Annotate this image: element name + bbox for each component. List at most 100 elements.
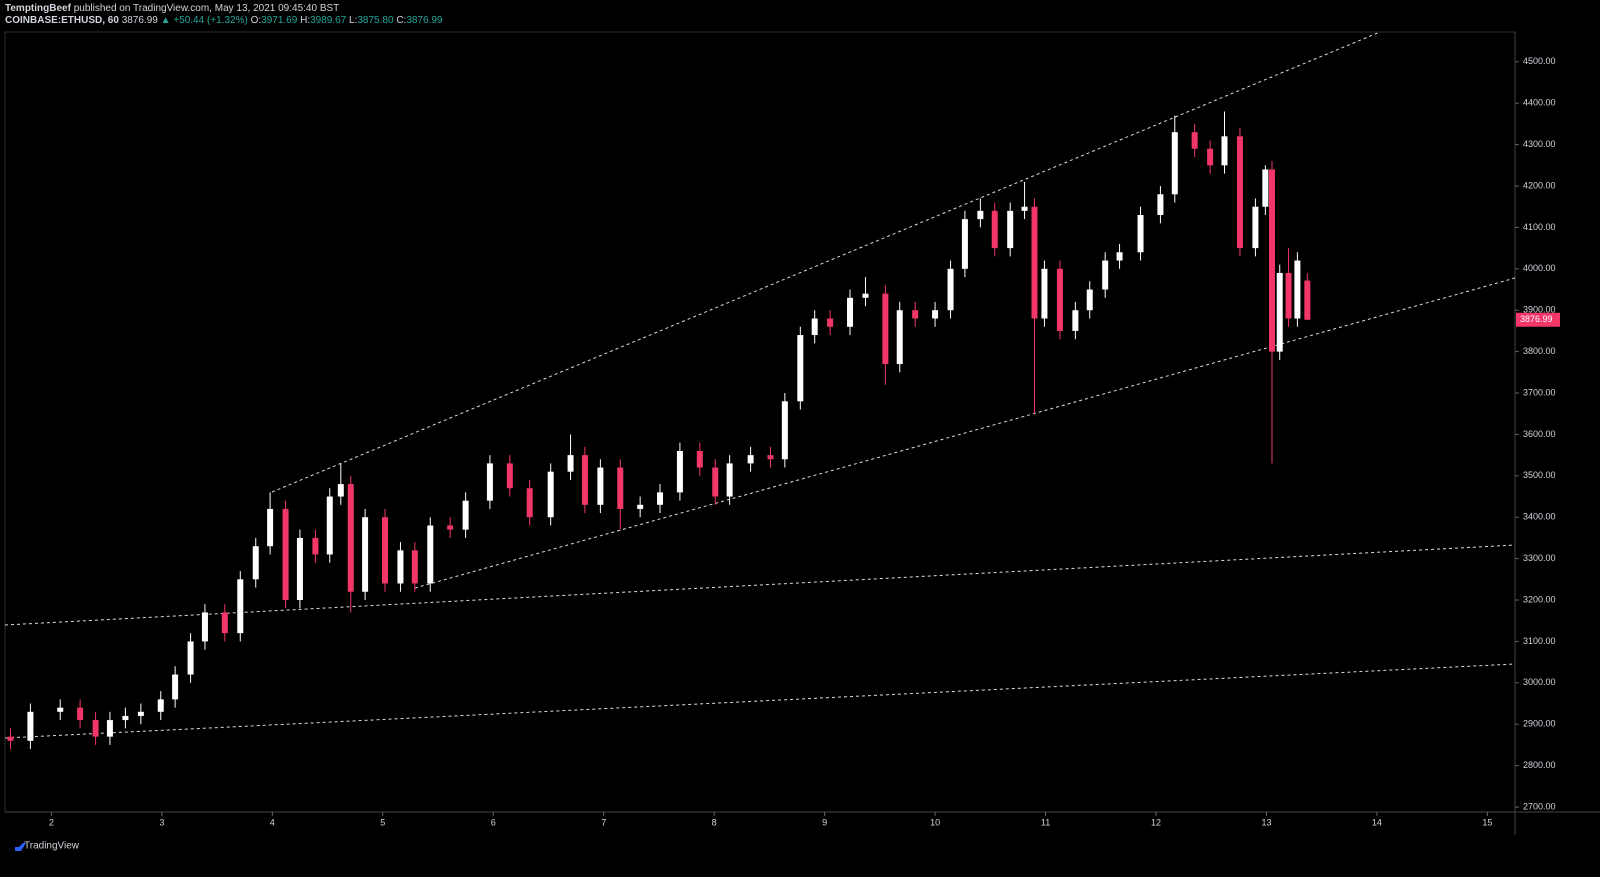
candle-body <box>1268 169 1275 352</box>
o-label: O: <box>250 15 262 26</box>
candle-body <box>326 496 333 555</box>
candle-body <box>567 455 574 472</box>
candle-body <box>157 699 164 712</box>
candle-body <box>447 525 454 530</box>
y-tick-label: 3300.00 <box>1523 553 1556 563</box>
candle-body <box>947 268 954 311</box>
candle-body <box>882 293 889 365</box>
candle-body <box>747 455 754 464</box>
published: published on TradingView.com, May 13, 20… <box>73 3 340 14</box>
candle-body <box>312 537 319 555</box>
candle-body <box>1252 206 1259 249</box>
candle-body <box>1221 136 1228 166</box>
x-tick-label: 5 <box>380 817 385 827</box>
candle-body <box>781 401 788 460</box>
price: 3876.99 <box>121 15 158 26</box>
y-tick-label: 3100.00 <box>1523 636 1556 646</box>
candle-body <box>1041 268 1048 319</box>
candle-body <box>1116 252 1123 261</box>
h: 3989.67 <box>310 15 347 26</box>
last-price-tag <box>1516 312 1560 327</box>
candle-body <box>137 711 144 716</box>
x-tick-label: 14 <box>1372 817 1382 827</box>
x-tick-label: 11 <box>1041 817 1050 827</box>
x-tick-label: 3 <box>159 817 164 827</box>
change: ▲ +50.44 (+1.32%) <box>160 15 248 26</box>
candle-body <box>676 450 683 493</box>
candle-body <box>712 467 719 497</box>
symbol-line: COINBASE:ETHUSD, 60 3876.99 ▲ +50.44 (+1… <box>5 15 442 26</box>
candle-body <box>1262 169 1269 207</box>
candle-body <box>1157 194 1164 215</box>
y-tick-label: 4500.00 <box>1523 56 1556 66</box>
candle-body <box>122 715 129 721</box>
candle-body <box>597 467 604 505</box>
candle-body <box>617 467 624 509</box>
symbol: COINBASE:ETHUSD, 60 <box>5 15 119 26</box>
candle-body <box>896 310 903 365</box>
candle-body <box>77 707 84 721</box>
candle-body <box>252 546 259 580</box>
y-tick-label: 3500.00 <box>1523 470 1556 480</box>
c: 3876.99 <box>406 15 443 26</box>
candle-body <box>862 293 869 298</box>
candle-body <box>1072 310 1079 331</box>
candle-body <box>1191 132 1198 149</box>
tv-logo <box>5 843 26 851</box>
candle-body <box>347 484 354 592</box>
candle-body <box>1021 206 1028 211</box>
candle-body <box>912 310 919 319</box>
candle-body <box>637 504 644 509</box>
y-tick-label: 2800.00 <box>1523 760 1556 770</box>
y-tick-label: 3000.00 <box>1523 677 1556 687</box>
x-tick-label: 8 <box>712 817 717 827</box>
c-label: C: <box>396 15 407 26</box>
candle-body <box>1056 268 1063 331</box>
o: 3971.69 <box>261 15 298 26</box>
candle-body <box>977 210 984 220</box>
candle-body <box>1007 210 1014 249</box>
candle-body <box>187 641 194 675</box>
candle-body <box>172 674 179 700</box>
candle-body <box>1171 132 1178 195</box>
candle-body <box>411 550 418 584</box>
candle-body <box>106 720 113 737</box>
y-tick-label: 4000.00 <box>1523 263 1556 273</box>
x-tick-label: 10 <box>930 817 940 827</box>
drawings <box>4 31 1516 739</box>
brand: TradingView <box>24 841 80 852</box>
candle-body <box>267 508 274 547</box>
candle-body <box>201 612 208 642</box>
candle-body <box>547 471 554 518</box>
y-tick-label: 4400.00 <box>1523 98 1556 108</box>
trendline <box>271 31 1381 493</box>
candle-body <box>282 508 289 601</box>
x-tick-label: 4 <box>270 817 275 827</box>
candle-body <box>1294 260 1301 319</box>
candle-body <box>1102 260 1109 290</box>
plot-frame <box>4 31 1516 813</box>
candle-body <box>427 525 434 584</box>
candle-body <box>526 488 533 518</box>
y-tick-label: 3700.00 <box>1523 387 1556 397</box>
candle-body <box>57 707 64 712</box>
publish-line: TemptingBeef published on TradingView.co… <box>5 3 339 14</box>
candle-body <box>506 463 513 489</box>
trendline <box>414 277 1516 589</box>
y-tick-label: 4200.00 <box>1523 180 1556 190</box>
candle-body <box>961 219 968 269</box>
x-tick-label: 15 <box>1482 817 1492 827</box>
candle-body <box>462 500 469 530</box>
candle-body <box>1086 289 1093 311</box>
candle-body <box>1031 206 1038 319</box>
candle-body <box>221 612 228 634</box>
candle-body <box>486 463 493 501</box>
candle-body <box>1304 280 1311 320</box>
candle-body <box>7 736 14 741</box>
candle-body <box>797 335 804 402</box>
x-tick-label: 2 <box>49 817 54 827</box>
candle-body <box>1236 136 1243 249</box>
candle-body <box>827 318 834 327</box>
